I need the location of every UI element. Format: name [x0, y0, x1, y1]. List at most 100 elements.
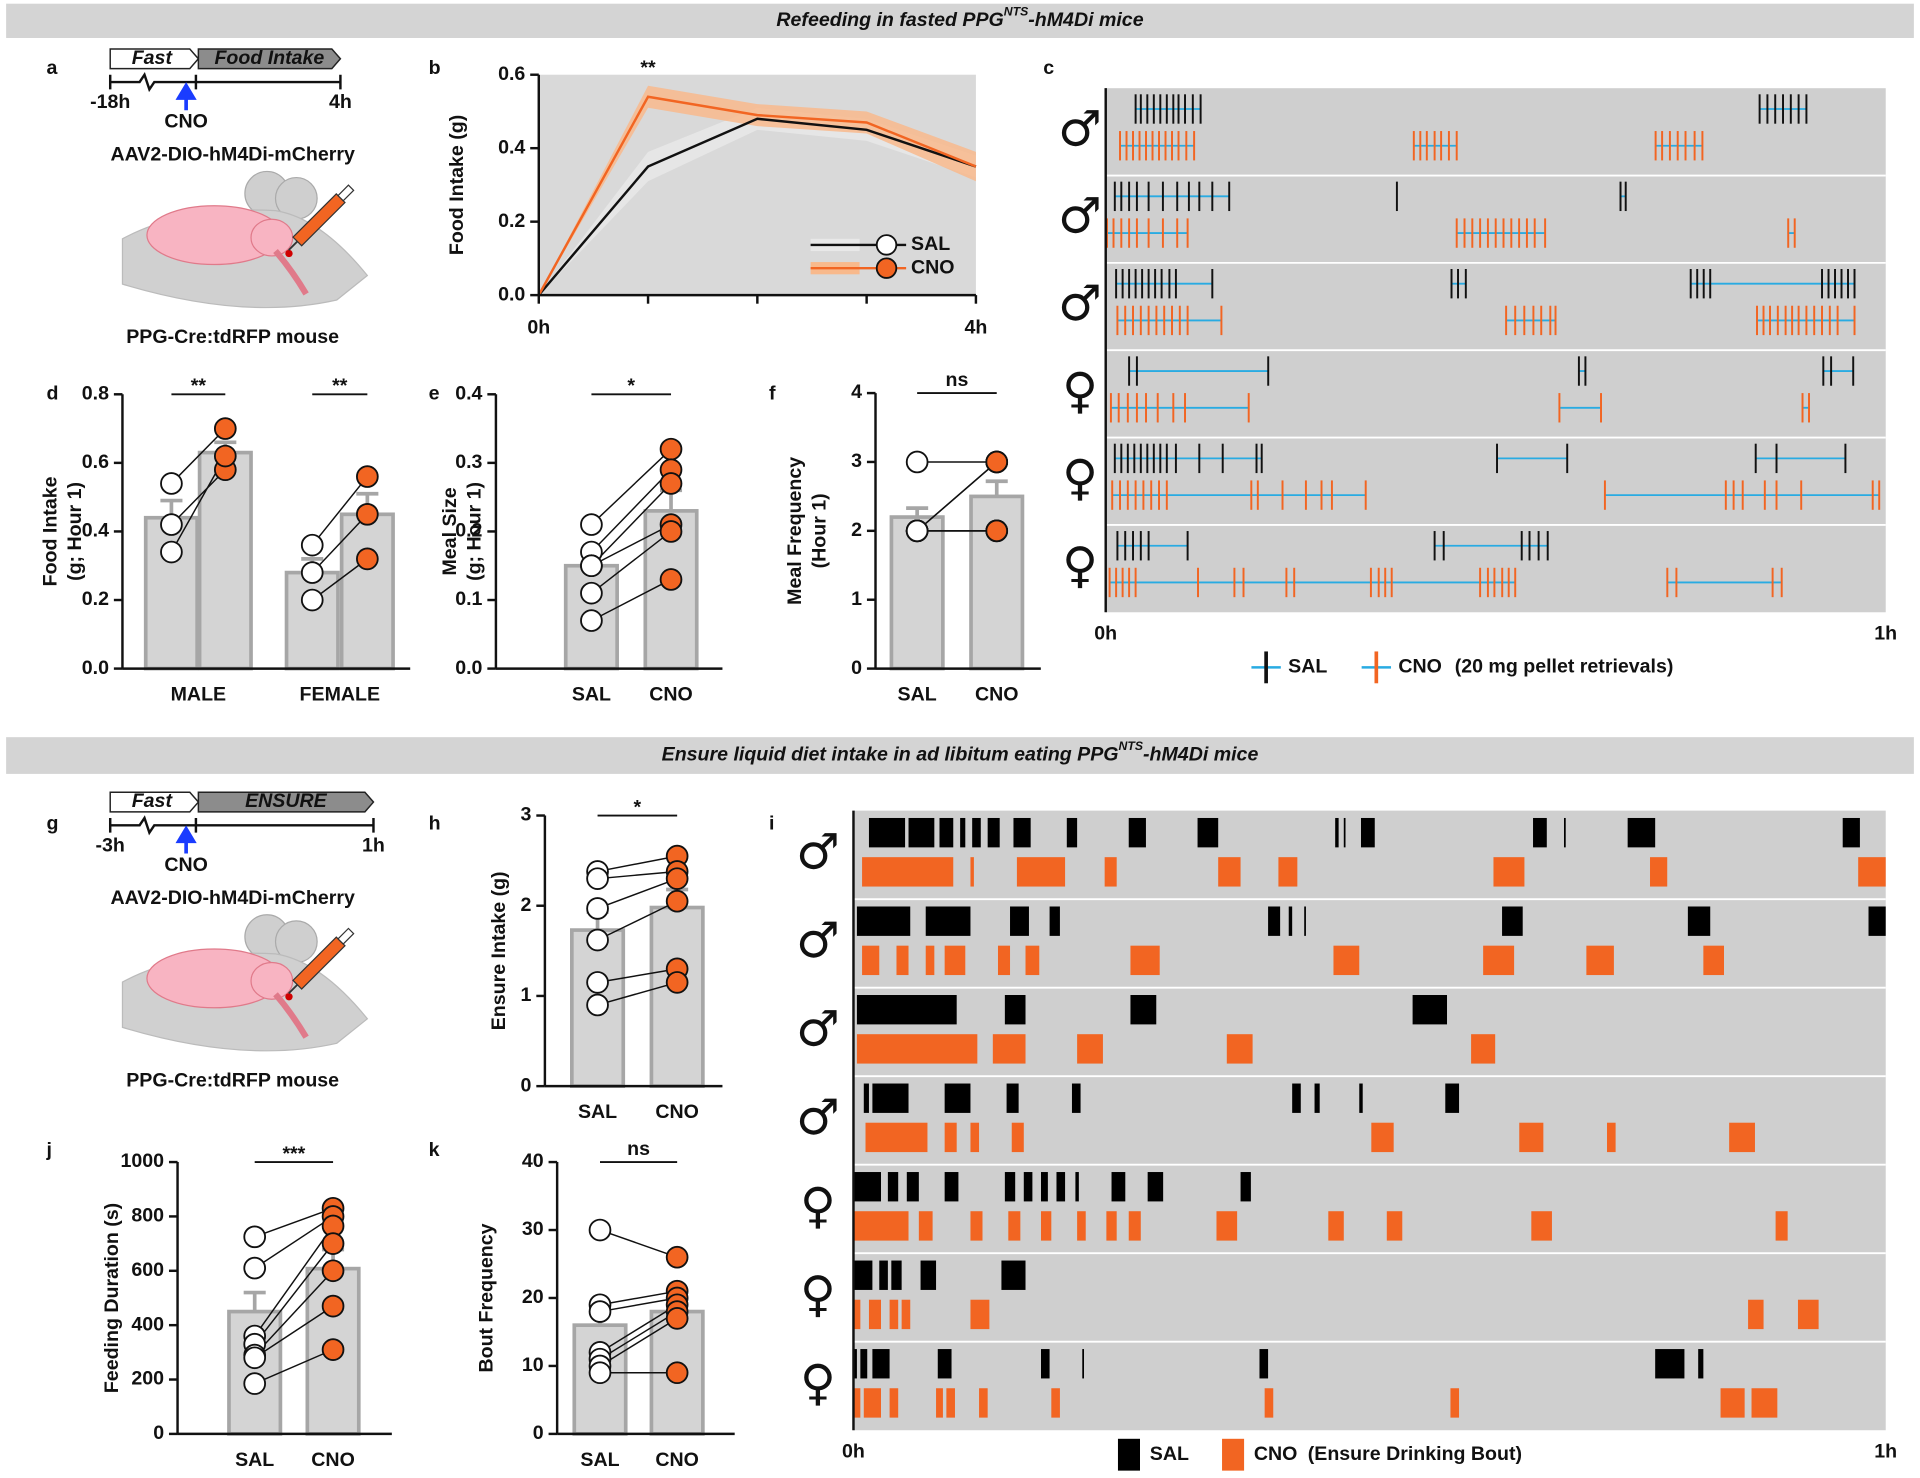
drinking-bout: [853, 1299, 861, 1330]
data-point: [356, 465, 379, 488]
pair-line: [597, 877, 678, 910]
drinking-bout: [896, 945, 909, 976]
drinking-bout: [1797, 1299, 1819, 1330]
data-point: [586, 897, 609, 920]
data-point: [586, 971, 609, 994]
drinking-bout: [944, 945, 966, 976]
y-tick-label: 0.4: [498, 136, 525, 158]
error-band: [538, 107, 976, 296]
section-band: [6, 3, 1914, 38]
subject-symbol: ♀: [800, 1177, 836, 1234]
data-point: [586, 867, 609, 890]
y-tick-label: 0.0: [455, 657, 482, 679]
drinking-bout: [856, 995, 957, 1025]
x-category-label: CNO: [649, 684, 693, 706]
subject-symbol: ♀: [800, 1266, 836, 1323]
drinking-bout: [997, 945, 1011, 976]
subject-symbol: ♂: [1058, 100, 1102, 157]
drinking-bout: [970, 1211, 983, 1241]
significance: **: [191, 375, 207, 397]
drinking-bout: [1502, 906, 1523, 936]
x-category-label: SAL: [898, 684, 937, 706]
error-bar: [985, 479, 1008, 497]
legend-swatch: [1222, 1438, 1245, 1471]
pair-line: [597, 981, 678, 1006]
y-axis-label: (g; Hour 1): [64, 482, 86, 581]
drinking-bout: [918, 1211, 933, 1241]
mouse-label: PPG-Cre:tdRFP mouse: [126, 326, 339, 348]
drinking-bout: [937, 1349, 952, 1379]
data-point: [321, 1338, 345, 1361]
drinking-bout: [868, 1299, 881, 1330]
drinking-bout: [1071, 1083, 1081, 1113]
title-text: Ensure liquid diet intake in ad libitum …: [662, 744, 1119, 766]
drinking-bout: [1450, 1388, 1460, 1418]
legend-label: SAL: [1288, 656, 1327, 678]
drinking-bout: [1259, 1349, 1269, 1379]
data-point: [665, 971, 689, 994]
y-tick-label: 10: [522, 1354, 544, 1376]
drinking-bout: [901, 1299, 911, 1330]
y-tick-label: 0: [533, 1422, 544, 1444]
drinking-bout: [1371, 1122, 1394, 1153]
subject-symbol: ♂: [796, 1089, 840, 1146]
x-category-label: SAL: [235, 1449, 274, 1471]
x-category-label: CNO: [975, 684, 1019, 706]
y-axis-label: Bout Frequency: [476, 1223, 498, 1372]
drinking-bout: [1077, 1211, 1086, 1241]
legend-marker: [875, 257, 898, 279]
y-axis-label: Feeding Duration (s): [101, 1203, 123, 1393]
data-point: [160, 513, 183, 536]
drinking-bout: [1314, 1083, 1320, 1113]
cerebellum: [250, 218, 294, 257]
data-point: [300, 588, 324, 612]
y-tick-label: 0.1: [455, 588, 482, 610]
pair-line: [311, 476, 368, 546]
title-text: -hM4Di mice: [1028, 9, 1143, 31]
drinking-bout: [1128, 1211, 1141, 1241]
y-tick-label: 30: [522, 1218, 544, 1240]
error-bar: [906, 506, 929, 518]
significance: *: [634, 796, 642, 818]
drinking-bout: [970, 1299, 990, 1330]
drinking-bout: [1751, 1388, 1778, 1418]
x-tick-label: 0h: [842, 1440, 865, 1462]
data-point: [580, 554, 603, 578]
y-tick-label: 1: [851, 588, 862, 610]
drinking-bout: [946, 1388, 955, 1418]
protocol-diagram: Fast ENSURE -3h 1h CNO AAV2-DIO-hM4Di-mCherry…: [96, 790, 385, 1091]
x-tick-label: 4h: [964, 316, 987, 338]
subject-symbol: ♀: [1062, 362, 1098, 419]
error-bar: [243, 1290, 266, 1312]
pair-line: [599, 1229, 678, 1258]
brainstem: [273, 249, 309, 296]
legend-swatch: [1117, 1438, 1140, 1471]
data-point: [905, 519, 929, 543]
data-point: [659, 437, 683, 461]
needle: [288, 240, 298, 251]
drinking-bout: [1040, 1172, 1048, 1202]
drug-label: CNO: [164, 854, 208, 876]
y-tick-label: 400: [131, 1313, 164, 1335]
title-superscript: NTS: [1004, 4, 1029, 18]
mouse-label: PPG-Cre:tdRFP mouse: [126, 1069, 339, 1091]
drinking-bout: [1130, 995, 1157, 1025]
pair-line: [254, 1348, 334, 1385]
pair-line: [916, 461, 998, 532]
drinking-bout: [1051, 1388, 1060, 1418]
syringe: [288, 927, 355, 995]
x-tick-label: 0h: [1094, 622, 1117, 644]
drinking-bout: [1008, 1211, 1021, 1241]
pair-line: [597, 968, 678, 984]
drinking-bout: [925, 945, 935, 976]
drinking-bout: [862, 857, 954, 887]
drinking-bout: [872, 1349, 890, 1379]
panel-letter: a: [47, 57, 59, 79]
drinking-bout: [1111, 1172, 1126, 1202]
drinking-bout: [1082, 1349, 1085, 1379]
drinking-bout: [972, 817, 981, 848]
data-point: [356, 502, 379, 526]
data-point: [321, 1259, 345, 1283]
drinking-bout: [1729, 1122, 1755, 1153]
drinking-bout: [1720, 1388, 1745, 1418]
